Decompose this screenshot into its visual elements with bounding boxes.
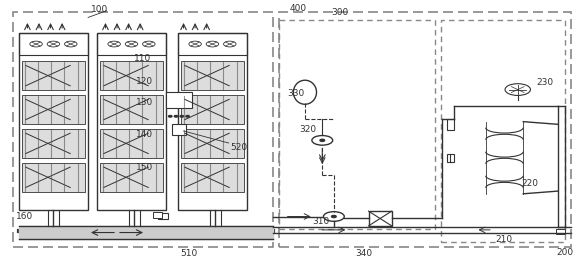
Text: 150: 150 bbox=[135, 163, 153, 171]
Bar bbox=[447, 154, 454, 162]
Bar bbox=[166, 92, 192, 108]
Bar bbox=[172, 124, 187, 135]
Circle shape bbox=[180, 116, 184, 117]
Bar bbox=[178, 33, 247, 55]
Text: 340: 340 bbox=[355, 249, 372, 258]
Bar bbox=[181, 163, 244, 191]
Text: 160: 160 bbox=[16, 212, 33, 221]
Text: 130: 130 bbox=[135, 99, 153, 107]
Bar bbox=[100, 129, 163, 158]
Text: 520: 520 bbox=[230, 143, 247, 151]
Bar bbox=[19, 33, 88, 210]
Text: 120: 120 bbox=[135, 77, 153, 86]
Bar bbox=[153, 212, 162, 218]
Text: 320: 320 bbox=[299, 125, 316, 134]
Text: 230: 230 bbox=[536, 78, 553, 87]
Bar bbox=[178, 33, 247, 210]
Text: 110: 110 bbox=[134, 54, 152, 63]
Bar bbox=[21, 163, 85, 191]
Bar bbox=[21, 61, 85, 90]
Text: 330: 330 bbox=[288, 89, 305, 98]
Bar bbox=[181, 95, 244, 124]
Text: 310: 310 bbox=[313, 217, 330, 226]
Bar bbox=[21, 129, 85, 158]
Text: 510: 510 bbox=[181, 249, 198, 258]
Bar bbox=[368, 211, 392, 226]
Bar bbox=[157, 213, 168, 219]
Bar bbox=[181, 61, 244, 90]
Text: 140: 140 bbox=[135, 130, 153, 140]
Text: 300: 300 bbox=[331, 8, 348, 16]
Bar bbox=[100, 163, 163, 191]
Text: 400: 400 bbox=[289, 4, 306, 13]
Circle shape bbox=[332, 215, 336, 218]
Bar bbox=[447, 119, 454, 130]
Circle shape bbox=[174, 116, 178, 117]
Text: 220: 220 bbox=[522, 178, 539, 188]
Bar bbox=[19, 33, 88, 55]
Bar bbox=[100, 95, 163, 124]
Bar bbox=[97, 33, 166, 210]
Text: 200: 200 bbox=[557, 248, 573, 257]
Circle shape bbox=[320, 139, 325, 141]
Bar bbox=[557, 228, 565, 234]
Circle shape bbox=[168, 116, 172, 117]
Bar bbox=[21, 95, 85, 124]
Bar bbox=[97, 33, 166, 55]
Circle shape bbox=[186, 116, 189, 117]
Bar bbox=[100, 61, 163, 90]
Text: 210: 210 bbox=[496, 235, 513, 244]
Bar bbox=[181, 129, 244, 158]
Text: 100: 100 bbox=[91, 5, 108, 14]
